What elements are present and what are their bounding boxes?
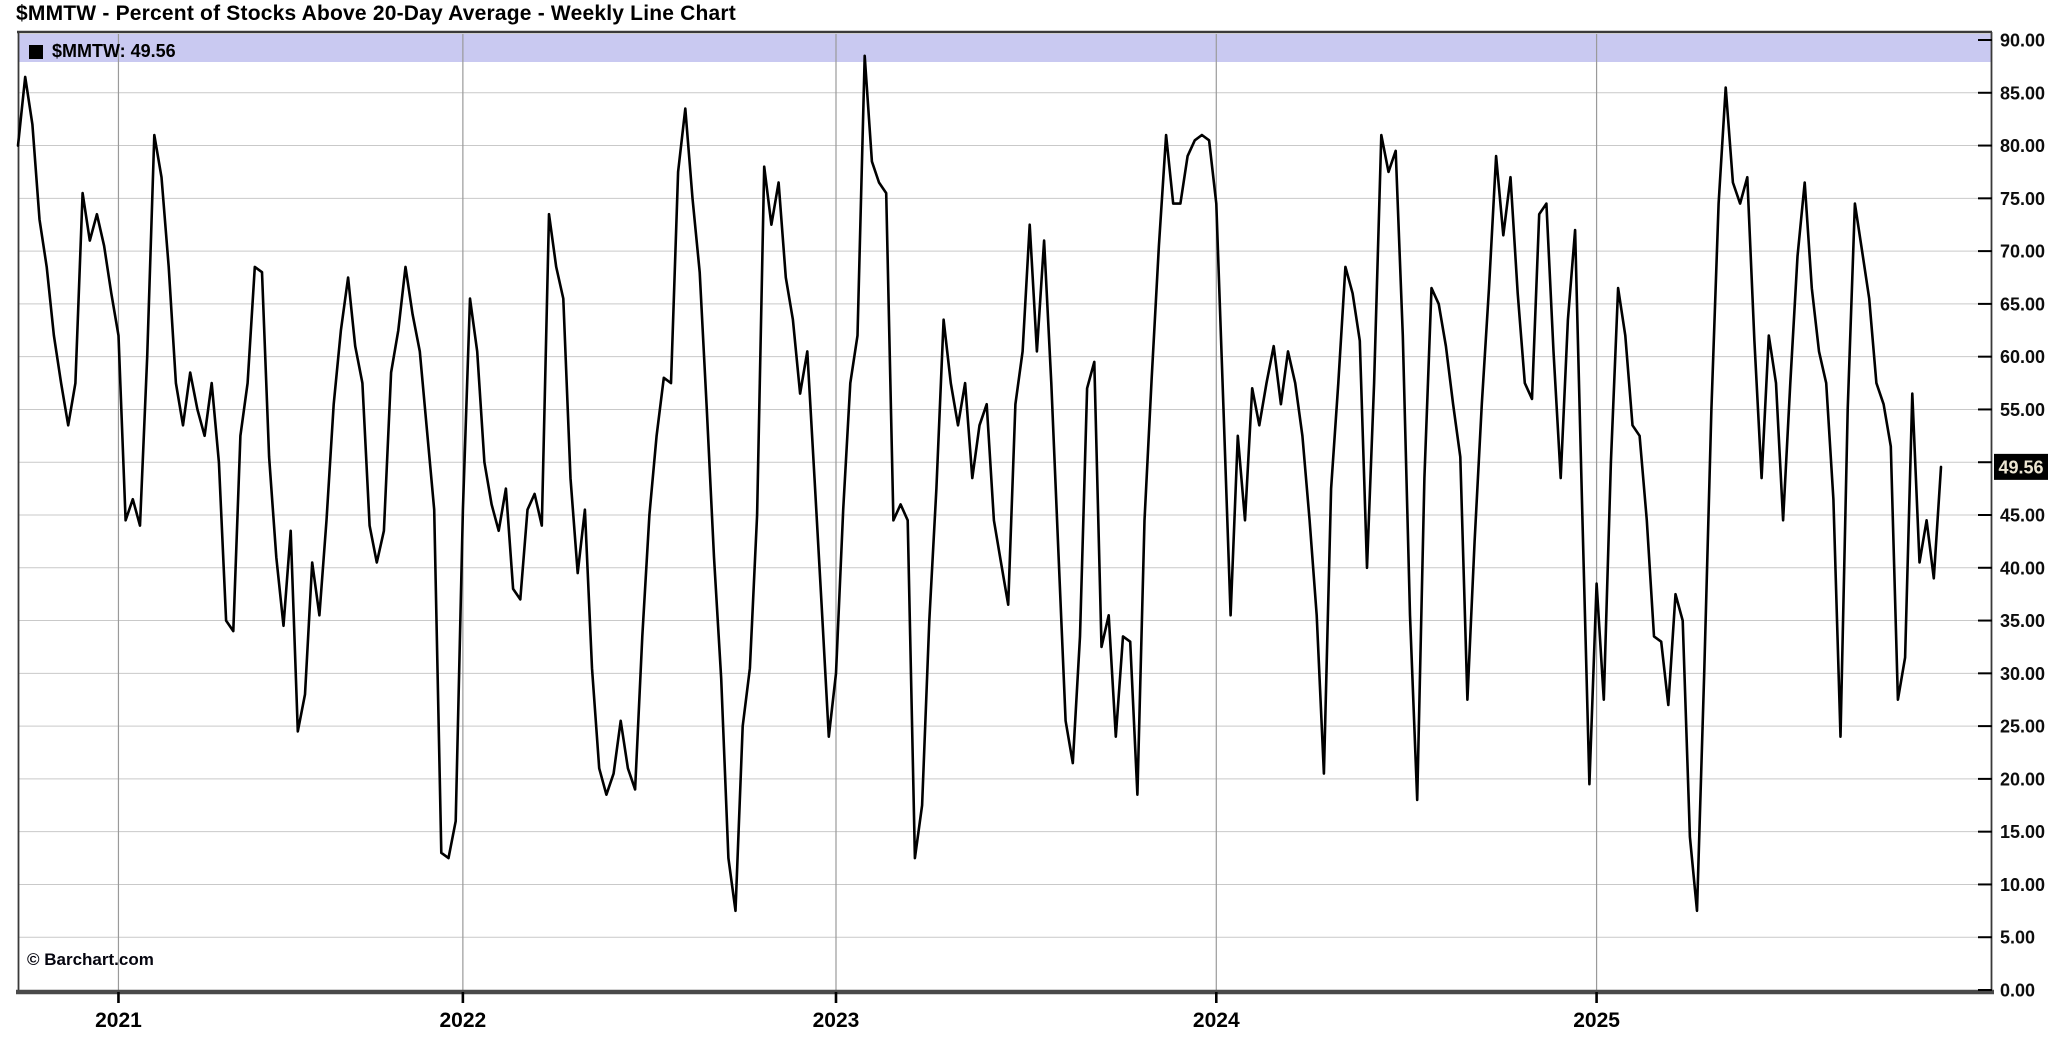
y-tick-label-80: 80.00 [2000, 136, 2045, 156]
y-tick-label-0: 0.00 [2000, 981, 2035, 1001]
chart-title: $MMTW - Percent of Stocks Above 20-Day A… [16, 2, 737, 25]
x-tick-label-2024: 2024 [1193, 1009, 1240, 1032]
y-tick-label-85: 85.00 [2000, 83, 2045, 103]
y-tick-label-25: 25.00 [2000, 717, 2045, 737]
last-value-badge-label: 49.56 [1998, 457, 2043, 477]
y-tick-label-35: 35.00 [2000, 611, 2045, 631]
legend: $MMTW: 49.56 [29, 41, 176, 62]
y-tick-label-90: 90.00 [2000, 31, 2045, 51]
y-tick-label-20: 20.00 [2000, 769, 2045, 789]
last-value-badge [1994, 453, 2048, 480]
y-tick-label-30: 30.00 [2000, 664, 2045, 684]
x-tick-label-2021: 2021 [95, 1009, 142, 1032]
y-tick-label-65: 65.00 [2000, 294, 2045, 314]
legend-swatch-icon [29, 44, 43, 59]
y-tick-label-45: 45.00 [2000, 506, 2045, 526]
legend-label: $MMTW: 49.56 [52, 41, 176, 61]
y-tick-label-60: 60.00 [2000, 347, 2045, 367]
x-tick-label-2022: 2022 [440, 1009, 487, 1032]
legend-bar [19, 34, 1991, 62]
y-tick-label-40: 40.00 [2000, 558, 2045, 578]
x-tick-label-2025: 2025 [1573, 1009, 1620, 1032]
y-tick-label-70: 70.00 [2000, 242, 2045, 262]
y-tick-label-75: 75.00 [2000, 189, 2045, 209]
y-tick-label-55: 55.00 [2000, 400, 2045, 420]
x-tick-label-2023: 2023 [813, 1009, 860, 1032]
series-polyline [16, 54, 1943, 913]
copyright-watermark: © Barchart.com [27, 950, 154, 969]
y-tick-label-5: 5.00 [2000, 928, 2035, 948]
y-tick-label-10: 10.00 [2000, 875, 2045, 895]
y-tick-label-15: 15.00 [2000, 822, 2045, 842]
